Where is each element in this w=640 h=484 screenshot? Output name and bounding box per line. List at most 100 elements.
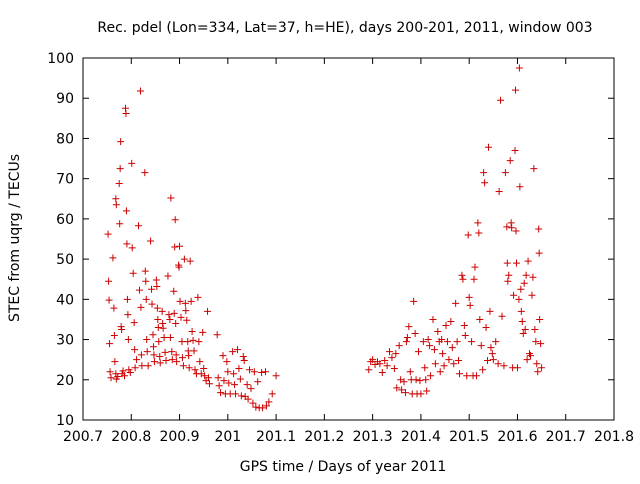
data-point bbox=[104, 230, 112, 238]
data-point bbox=[249, 399, 257, 407]
data-point bbox=[416, 377, 424, 385]
data-point bbox=[110, 304, 118, 312]
data-point bbox=[532, 338, 540, 346]
data-point bbox=[447, 317, 455, 325]
data-point bbox=[152, 276, 160, 284]
data-point bbox=[128, 159, 136, 167]
data-point bbox=[261, 368, 269, 376]
data-point bbox=[501, 169, 509, 177]
data-point bbox=[365, 366, 373, 374]
data-point bbox=[123, 240, 131, 248]
data-point bbox=[521, 326, 529, 333]
data-point bbox=[429, 315, 437, 323]
data-point bbox=[116, 220, 124, 228]
data-point bbox=[150, 351, 158, 359]
x-axis-label: GPS time / Days of year 2011 bbox=[240, 459, 447, 475]
data-point bbox=[436, 368, 444, 376]
data-point bbox=[176, 242, 184, 250]
data-point bbox=[106, 368, 114, 376]
data-point bbox=[508, 224, 516, 232]
data-point bbox=[262, 402, 270, 410]
x-tick-label: 201.4 bbox=[401, 429, 441, 445]
data-point bbox=[133, 356, 141, 364]
data-point bbox=[219, 352, 227, 360]
data-point bbox=[515, 295, 523, 303]
y-tick-label: 40 bbox=[56, 292, 74, 308]
data-point bbox=[471, 263, 479, 271]
data-point bbox=[246, 366, 254, 374]
data-point bbox=[400, 378, 408, 386]
data-point bbox=[171, 216, 179, 224]
data-point bbox=[395, 342, 403, 350]
data-point bbox=[182, 307, 190, 315]
data-point bbox=[492, 338, 500, 346]
data-point bbox=[405, 323, 413, 331]
data-point bbox=[185, 364, 193, 372]
data-point bbox=[188, 328, 196, 336]
data-point bbox=[417, 390, 425, 398]
data-point bbox=[154, 323, 162, 331]
data-point bbox=[479, 366, 487, 374]
data-point bbox=[233, 346, 241, 354]
data-point bbox=[448, 344, 456, 352]
data-point bbox=[205, 380, 213, 388]
data-point bbox=[254, 378, 262, 386]
data-point bbox=[165, 311, 173, 319]
data-point bbox=[107, 374, 115, 382]
data-point bbox=[148, 285, 156, 293]
data-point bbox=[517, 307, 525, 315]
data-point bbox=[200, 365, 208, 373]
data-point bbox=[119, 367, 127, 375]
x-tick-label: 201.2 bbox=[304, 429, 344, 445]
data-point bbox=[214, 374, 222, 382]
data-point bbox=[516, 183, 524, 191]
data-point bbox=[180, 255, 188, 263]
data-point bbox=[477, 342, 485, 350]
data-point bbox=[106, 340, 114, 348]
data-point bbox=[137, 351, 145, 359]
data-point bbox=[453, 338, 461, 346]
data-point bbox=[489, 356, 497, 364]
data-point bbox=[498, 312, 506, 320]
data-point bbox=[538, 364, 546, 372]
data-point bbox=[143, 336, 151, 344]
data-point bbox=[240, 356, 248, 364]
data-point bbox=[503, 223, 511, 231]
data-point bbox=[131, 364, 139, 372]
data-point bbox=[162, 356, 170, 364]
data-point bbox=[503, 259, 511, 267]
data-point bbox=[519, 330, 527, 338]
data-point bbox=[138, 362, 146, 370]
data-point bbox=[464, 231, 472, 239]
data-point bbox=[166, 334, 174, 342]
x-tick-label: 201.1 bbox=[256, 429, 296, 445]
axis-tick-labels: 200.7 200.8 200.9 201 201.1 201.2 201.3 201.4 20… bbox=[47, 51, 634, 445]
data-point bbox=[272, 372, 280, 380]
data-point bbox=[376, 360, 384, 368]
data-point bbox=[171, 243, 179, 251]
data-point bbox=[114, 373, 122, 381]
chart-title: Rec. pdel (Lon=334, Lat=37, h=HE), days … bbox=[97, 20, 592, 36]
data-point bbox=[526, 352, 534, 360]
data-point bbox=[461, 332, 469, 340]
data-point bbox=[422, 376, 430, 384]
y-tick-label: 20 bbox=[56, 373, 74, 389]
x-tick-label: 200.7 bbox=[63, 429, 103, 445]
data-point bbox=[156, 359, 164, 367]
data-point bbox=[185, 352, 193, 360]
data-point bbox=[186, 257, 194, 265]
data-point bbox=[423, 387, 431, 395]
data-point bbox=[131, 346, 139, 354]
data-point bbox=[419, 338, 427, 346]
data-point bbox=[111, 358, 119, 366]
data-point bbox=[159, 324, 167, 332]
data-point bbox=[398, 386, 406, 394]
data-point bbox=[166, 315, 174, 323]
x-tick-label: 201.3 bbox=[353, 429, 393, 445]
data-point bbox=[474, 219, 482, 227]
data-point bbox=[201, 372, 209, 380]
data-point bbox=[147, 237, 155, 245]
data-point bbox=[213, 331, 221, 339]
y-tick-label: 70 bbox=[56, 172, 74, 188]
